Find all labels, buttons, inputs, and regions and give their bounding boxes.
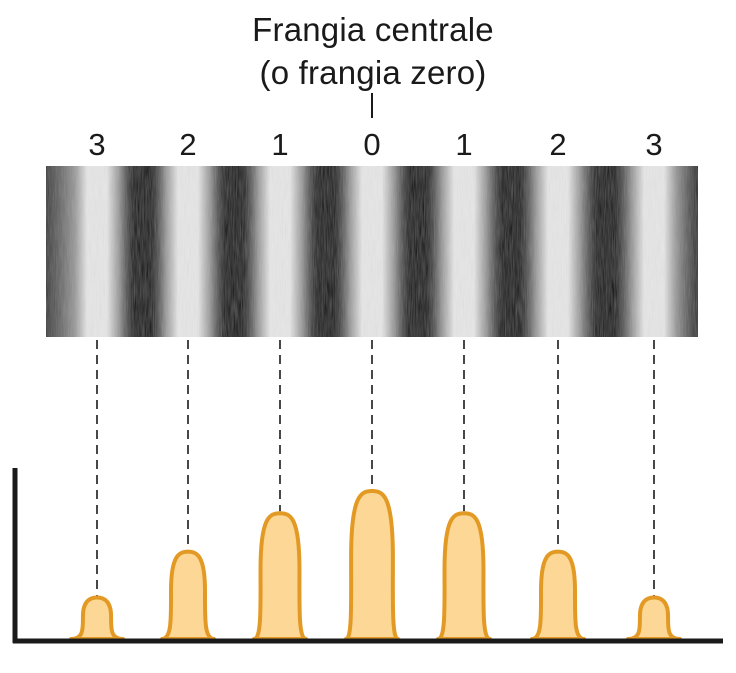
- intensity-peak-order-0: [344, 489, 400, 641]
- fringe-order-label: 1: [271, 127, 288, 162]
- title-line-1: Frangia centrale: [252, 11, 494, 48]
- intensity-peak-order-2: [160, 549, 216, 641]
- intensity-peaks: [69, 489, 682, 641]
- fringe-order-label: 3: [88, 127, 105, 162]
- fringe-order-label: 3: [645, 127, 662, 162]
- intensity-peak-order-1: [436, 511, 492, 641]
- fringe-order-label: 2: [179, 127, 196, 162]
- fringe-order-label: 0: [363, 127, 380, 162]
- fringe-pattern-band: [46, 166, 698, 337]
- fringe-guide-lines: [96, 340, 655, 596]
- intensity-peak-order-1: [252, 511, 308, 641]
- fringe-order-labels: 3 2 1 0 1 2 3: [88, 127, 662, 162]
- intensity-peak-order-2: [530, 549, 586, 641]
- intensity-peak-order-3: [626, 595, 682, 641]
- fringe-order-label: 1: [455, 127, 472, 162]
- title-line-2: (o frangia zero): [259, 54, 487, 91]
- intensity-peak-order-3: [69, 595, 125, 641]
- fringe-order-label: 2: [549, 127, 566, 162]
